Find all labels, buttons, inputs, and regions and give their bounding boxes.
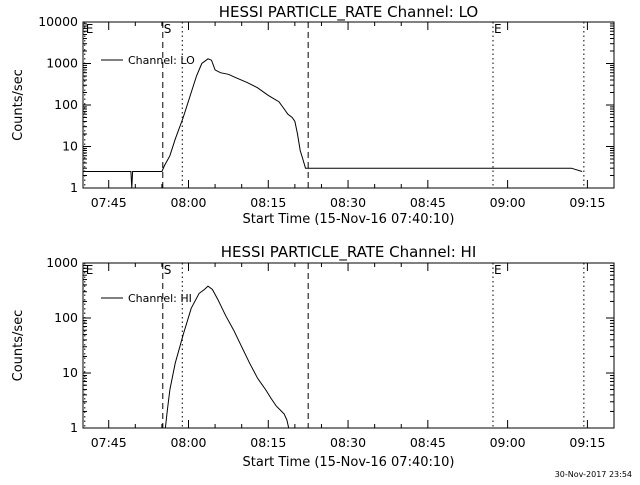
panel1-x-tick-label: 08:00 [170, 195, 206, 210]
panel1-event-marker-label: E [86, 22, 94, 36]
panel1-y-axis-label: Counts/sec [11, 69, 26, 141]
panel2-x-tick-label: 08:00 [170, 435, 206, 450]
panel1-event-marker-label: S [164, 22, 172, 36]
panel1-y-tick-label: 10 [62, 139, 78, 154]
panel2-legend-label: Channel: HI [128, 292, 192, 305]
panel2-x-tick-label: 08:30 [330, 435, 366, 450]
panel1-chart-title: HESSI PARTICLE_RATE Channel: LO [219, 3, 478, 22]
panel1-x-axis-label: Start Time (15-Nov-16 07:40:10) [243, 212, 455, 227]
panel2-series-line [165, 286, 288, 428]
panel1-y-tick-label: 100 [54, 97, 78, 112]
panel2-x-tick-label: 09:00 [490, 435, 526, 450]
panel2-y-tick-label: 1000 [46, 255, 78, 270]
panel2-event-marker-label: E [86, 263, 94, 277]
panel2-y-axis-label: Counts/sec [11, 310, 26, 382]
panel2-y-tick-label: 100 [54, 310, 78, 325]
panel1-x-tick-label: 07:45 [91, 195, 127, 210]
panel1-series-line [83, 59, 582, 188]
panel2-y-tick-label: 1 [70, 420, 78, 435]
footer-timestamp: 30-Nov-2017 23:54 [555, 470, 632, 479]
panel1-y-tick-label: 1000 [46, 56, 78, 71]
panel1-legend-label: Channel: LO [128, 54, 195, 67]
panel1-x-tick-label: 08:45 [410, 195, 446, 210]
panel1-y-tick-label: 10000 [38, 14, 78, 29]
panel1-x-tick-label: 09:00 [490, 195, 526, 210]
panel2-y-tick-label: 10 [62, 365, 78, 380]
panel2-x-tick-label: 08:45 [410, 435, 446, 450]
panel2-x-tick-label: 09:15 [569, 435, 605, 450]
panel1-y-tick-label: 1 [70, 180, 78, 195]
panel2-chart-title: HESSI PARTICLE_RATE Channel: HI [221, 243, 477, 262]
panel2-x-axis-label: Start Time (15-Nov-16 07:40:10) [243, 455, 455, 470]
panel2-event-marker-label: S [164, 263, 172, 277]
panel1-x-tick-label: 08:15 [250, 195, 286, 210]
panel2-x-tick-label: 07:45 [91, 435, 127, 450]
panel1-event-marker-label: E [494, 22, 502, 36]
panel1-x-tick-label: 09:15 [569, 195, 605, 210]
panel2-event-marker-label: E [494, 263, 502, 277]
panel2-x-tick-label: 08:15 [250, 435, 286, 450]
panel1-x-tick-label: 08:30 [330, 195, 366, 210]
